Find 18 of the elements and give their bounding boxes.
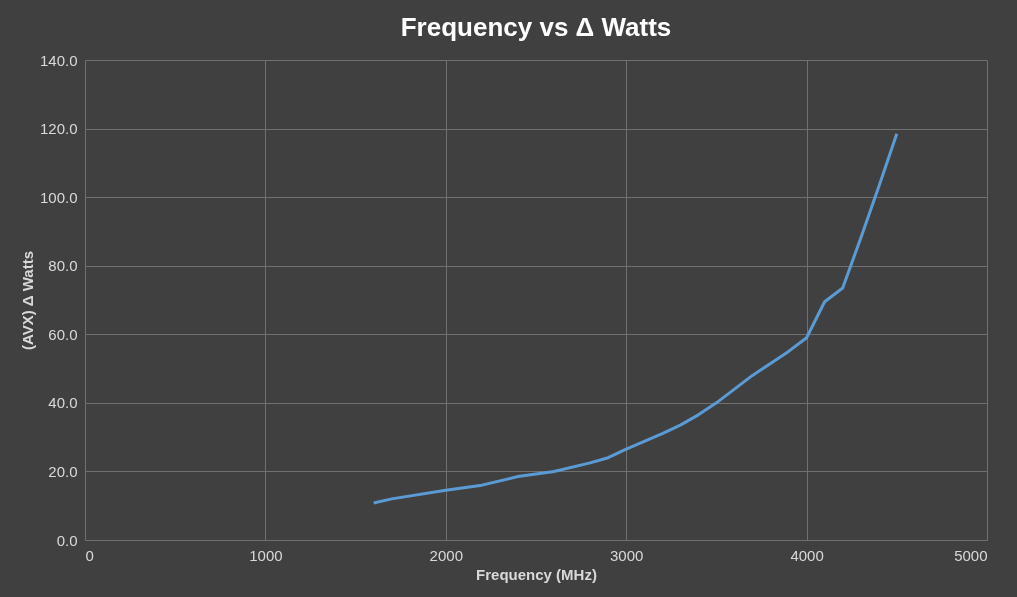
- y-tick-label: 60.0: [48, 325, 78, 343]
- x-tick-label: 3000: [610, 546, 644, 564]
- chart-title: Frequency vs Δ Watts: [400, 12, 672, 42]
- y-tick-label: 40.0: [48, 394, 78, 412]
- y-tick-label: 0.0: [56, 531, 78, 549]
- x-axis-title: Frequency (MHz): [476, 565, 597, 583]
- x-tick-label: 0: [85, 546, 94, 564]
- y-tick-label: 80.0: [48, 257, 78, 275]
- y-tick-label: 100.0: [39, 188, 78, 206]
- y-tick-label: 20.0: [48, 462, 78, 480]
- y-axis-title: (AVX) Δ Watts: [18, 250, 36, 351]
- x-tick-label: 1000: [249, 546, 283, 564]
- line-series: [372, 132, 899, 505]
- y-tick-label: 140.0: [39, 51, 78, 69]
- y-tick-label: 120.0: [39, 120, 78, 138]
- x-tick-label: 2000: [429, 546, 463, 564]
- x-tick-label: 5000: [954, 546, 988, 564]
- x-tick-label: 4000: [790, 546, 824, 564]
